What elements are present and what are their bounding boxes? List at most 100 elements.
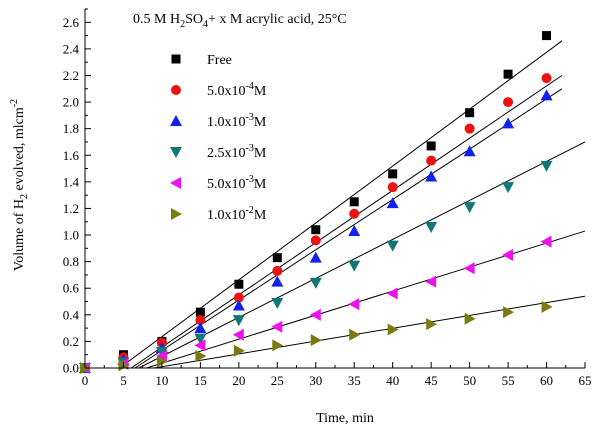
data-point bbox=[541, 300, 553, 313]
data-point bbox=[386, 197, 399, 209]
fit-line-series-1 bbox=[130, 75, 563, 369]
legend-label: 1.0x10-3M bbox=[207, 112, 267, 130]
data-point bbox=[349, 208, 360, 219]
data-point bbox=[155, 347, 168, 359]
data-point bbox=[232, 328, 244, 341]
x-tick-label: 55 bbox=[502, 373, 515, 388]
data-point bbox=[540, 89, 553, 101]
data-point bbox=[233, 344, 245, 357]
data-point bbox=[271, 297, 284, 309]
data-point bbox=[425, 275, 437, 288]
data-point bbox=[425, 222, 438, 234]
x-tick-label: 60 bbox=[540, 373, 553, 388]
data-point bbox=[272, 339, 284, 352]
data-point bbox=[463, 145, 476, 157]
data-point bbox=[540, 235, 552, 248]
chart-title: 0.5 M H2SO4+ x M acrylic acid, 25°C bbox=[133, 12, 347, 30]
data-point bbox=[194, 339, 206, 352]
x-axis-title: Time, min bbox=[316, 411, 374, 426]
y-tick-label: 2.2 bbox=[63, 68, 79, 83]
data-point bbox=[503, 306, 515, 319]
data-point bbox=[348, 298, 360, 311]
y-tick-label: 2.4 bbox=[63, 41, 80, 56]
data-point bbox=[464, 123, 475, 134]
x-tick-label: 5 bbox=[120, 373, 127, 388]
data-point bbox=[194, 322, 207, 334]
data-point bbox=[232, 299, 245, 311]
y-tick-label: 0.8 bbox=[63, 254, 79, 269]
series-1 bbox=[80, 73, 552, 373]
data-point bbox=[388, 169, 398, 179]
data-markers bbox=[79, 31, 553, 374]
legend-label: 5.0x10-4M bbox=[207, 81, 267, 99]
series-0 bbox=[80, 31, 552, 373]
x-tick-label: 10 bbox=[155, 373, 168, 388]
y-tick-label: 0.0 bbox=[63, 361, 79, 376]
data-point bbox=[502, 117, 515, 129]
data-point bbox=[465, 108, 475, 118]
data-point bbox=[311, 225, 321, 235]
data-point bbox=[348, 260, 361, 272]
fit-line-series-2 bbox=[134, 88, 563, 369]
legend-marker bbox=[170, 177, 181, 189]
data-point bbox=[309, 251, 322, 263]
data-point bbox=[349, 197, 359, 207]
data-point bbox=[309, 277, 322, 289]
data-point bbox=[502, 248, 514, 261]
data-point bbox=[426, 141, 436, 151]
data-point bbox=[349, 328, 361, 341]
x-tick-label: 15 bbox=[194, 373, 207, 388]
legend-marker bbox=[170, 115, 182, 126]
series-3 bbox=[79, 160, 553, 374]
data-point bbox=[310, 334, 322, 347]
y-axis-title: Volume of H2 evolved, mlcm-2 bbox=[9, 99, 30, 271]
data-point bbox=[540, 160, 553, 172]
data-point bbox=[156, 355, 168, 368]
data-point bbox=[348, 225, 361, 237]
y-tick-label: 0.2 bbox=[63, 334, 79, 349]
data-point bbox=[426, 318, 438, 331]
data-point bbox=[386, 240, 399, 252]
data-point bbox=[503, 97, 514, 108]
ticks: 0 5 10 15 20 25 30 35 40 45 50 55 60 65 0.0 0.2 0.4 0.6 0.… bbox=[63, 8, 592, 388]
y-tick-label: 1.0 bbox=[63, 228, 79, 243]
x-tick-label: 20 bbox=[232, 373, 245, 388]
legend-marker bbox=[171, 54, 181, 64]
data-point bbox=[386, 287, 398, 300]
data-point bbox=[502, 182, 515, 194]
data-point bbox=[387, 182, 398, 193]
x-tick-label: 25 bbox=[271, 373, 284, 388]
fit-line-series-3 bbox=[138, 141, 586, 369]
y-tick-label: 2.6 bbox=[63, 15, 80, 30]
x-tick-label: 45 bbox=[425, 373, 438, 388]
y-tick-label: 0.6 bbox=[63, 281, 80, 296]
fit-line-series-0 bbox=[119, 40, 563, 369]
data-point bbox=[272, 265, 283, 276]
legend-marker bbox=[171, 208, 182, 220]
legend-label: Free bbox=[207, 53, 232, 68]
data-point bbox=[387, 323, 399, 336]
data-point bbox=[503, 69, 513, 79]
y-tick-label: 0.4 bbox=[63, 307, 80, 322]
x-tick-label: 30 bbox=[309, 373, 322, 388]
legend-label: 1.0x10-2M bbox=[207, 205, 267, 223]
data-point bbox=[426, 155, 437, 166]
y-tick-label: 1.6 bbox=[63, 148, 80, 163]
x-tick-label: 40 bbox=[386, 373, 399, 388]
data-point bbox=[195, 307, 205, 317]
data-point bbox=[234, 279, 244, 289]
y-tick-label: 1.8 bbox=[63, 121, 79, 136]
legend-label: 5.0x10-3M bbox=[207, 174, 267, 192]
x-tick-label: 50 bbox=[463, 373, 476, 388]
x-tick-label: 35 bbox=[348, 373, 361, 388]
data-point bbox=[233, 292, 244, 303]
data-point bbox=[309, 308, 321, 321]
data-point bbox=[272, 253, 282, 263]
data-point bbox=[194, 333, 207, 345]
data-point bbox=[271, 320, 283, 333]
data-point bbox=[195, 315, 206, 326]
data-point bbox=[310, 235, 321, 246]
legend-marker bbox=[171, 85, 181, 95]
x-tick-label: 0 bbox=[82, 373, 89, 388]
